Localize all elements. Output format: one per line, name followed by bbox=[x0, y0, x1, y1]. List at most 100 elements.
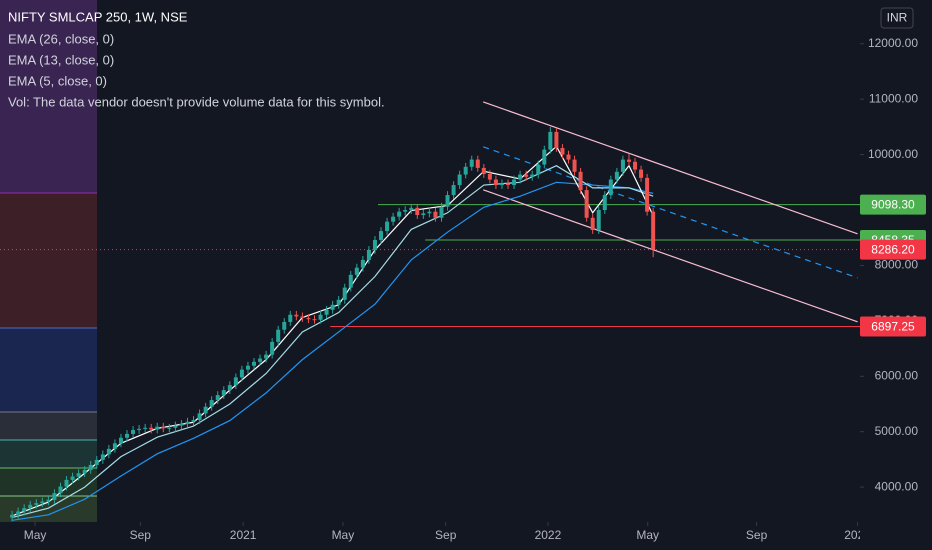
candle-body bbox=[354, 267, 359, 275]
candle-body bbox=[52, 493, 57, 500]
candle-body bbox=[318, 314, 323, 320]
candle-body bbox=[94, 459, 99, 465]
price-label: 9098.30 bbox=[871, 198, 915, 212]
price-label-box bbox=[860, 194, 926, 215]
trendline bbox=[483, 189, 858, 323]
candle-body bbox=[554, 131, 559, 148]
price-label: 6897.25 bbox=[871, 320, 915, 334]
candle-body bbox=[451, 185, 456, 196]
candle-body bbox=[439, 206, 444, 218]
candle-body bbox=[433, 211, 438, 218]
candle-body bbox=[342, 287, 347, 300]
candle-body bbox=[209, 400, 214, 407]
y-tick-label: 5000.00 bbox=[875, 424, 919, 438]
candle-body bbox=[221, 390, 226, 396]
candle-body bbox=[270, 341, 275, 355]
candle-body bbox=[626, 159, 631, 162]
legend-entry: EMA (5, close, 0) bbox=[8, 73, 107, 88]
currency: INR bbox=[887, 11, 908, 25]
candle-body bbox=[445, 195, 450, 207]
legend: NIFTY SMLCAP 250, 1W, NSE EMA (26, close… bbox=[8, 9, 385, 109]
candle-body bbox=[608, 179, 613, 196]
candle-body bbox=[330, 304, 335, 310]
y-tick-label: 6000.00 bbox=[875, 368, 919, 382]
candle-body bbox=[372, 239, 377, 250]
candle-body bbox=[161, 426, 166, 429]
candle-body bbox=[463, 166, 468, 175]
candle-body bbox=[348, 274, 353, 288]
candle-body bbox=[16, 511, 21, 515]
candle-body bbox=[125, 433, 130, 438]
candle-body bbox=[639, 169, 644, 178]
x-tick-label: Sep bbox=[746, 528, 768, 542]
y-tick-label: 8000.00 bbox=[875, 258, 919, 272]
candle-body bbox=[312, 319, 317, 321]
candle-body bbox=[518, 174, 523, 180]
candle-body bbox=[22, 508, 27, 512]
band bbox=[0, 468, 97, 496]
candle-body bbox=[536, 164, 541, 175]
price-label-box bbox=[860, 316, 926, 337]
ema-line bbox=[12, 181, 654, 521]
candle-body bbox=[475, 159, 480, 168]
candle-body bbox=[70, 476, 75, 480]
candle-body bbox=[294, 314, 299, 317]
candle-body bbox=[360, 259, 365, 268]
candle-body bbox=[276, 329, 281, 342]
candle-body bbox=[512, 179, 517, 186]
candle-body bbox=[572, 159, 577, 172]
candle-body bbox=[203, 406, 208, 414]
axis-panel bbox=[860, 0, 932, 550]
band bbox=[0, 412, 97, 440]
candle-body bbox=[197, 413, 202, 421]
candle-body bbox=[282, 321, 287, 330]
candle-body bbox=[149, 427, 154, 430]
candle-body bbox=[566, 154, 571, 160]
fib-bands bbox=[0, 0, 97, 522]
candle-body bbox=[76, 473, 81, 477]
candle-body bbox=[602, 195, 607, 211]
trendline bbox=[483, 146, 858, 279]
y-tick-label: 12000.00 bbox=[868, 36, 918, 50]
candle-body bbox=[112, 443, 117, 449]
candle-body bbox=[391, 216, 396, 222]
x-tick-label: Sep bbox=[435, 528, 457, 542]
candle-body bbox=[28, 504, 33, 509]
candle-body bbox=[421, 213, 426, 216]
candle-body bbox=[427, 211, 432, 214]
candle-body bbox=[46, 499, 51, 502]
candle-body bbox=[542, 149, 547, 165]
candle-body bbox=[578, 171, 583, 191]
legend-entry: EMA (13, close, 0) bbox=[8, 52, 114, 67]
band bbox=[0, 193, 97, 328]
candle-body bbox=[560, 147, 565, 155]
x-tick-label: May bbox=[332, 528, 355, 542]
price-axis: INR 4000.005000.006000.007000.008000.009… bbox=[860, 0, 932, 550]
candle-body bbox=[336, 299, 341, 305]
candle-body bbox=[324, 309, 329, 315]
chart-title: NIFTY SMLCAP 250, 1W, NSE bbox=[8, 9, 188, 24]
band bbox=[0, 440, 97, 468]
candle-body bbox=[385, 221, 390, 232]
candle-body bbox=[185, 421, 190, 424]
candle-body bbox=[131, 430, 136, 434]
candle-body bbox=[300, 316, 305, 319]
y-tick-label: 10000.00 bbox=[868, 147, 918, 161]
candle-body bbox=[633, 161, 638, 170]
candle-body bbox=[40, 501, 45, 504]
candle-body bbox=[506, 183, 511, 186]
candle-body bbox=[179, 423, 184, 426]
candle-body bbox=[620, 159, 625, 172]
candle-body bbox=[524, 174, 529, 177]
candle-body bbox=[245, 365, 250, 370]
candle-body bbox=[409, 207, 414, 211]
candle-body bbox=[118, 437, 123, 444]
note: Vol: The data vendor doesn't provide vol… bbox=[8, 94, 385, 109]
candle-body bbox=[10, 514, 15, 518]
candle-body bbox=[614, 171, 619, 180]
candle-body bbox=[258, 358, 263, 362]
candle-body bbox=[397, 211, 402, 217]
candle-body bbox=[82, 469, 87, 474]
plot: May Sep 2021 May Sep 2022 May Sep 2023 bbox=[0, 101, 871, 542]
